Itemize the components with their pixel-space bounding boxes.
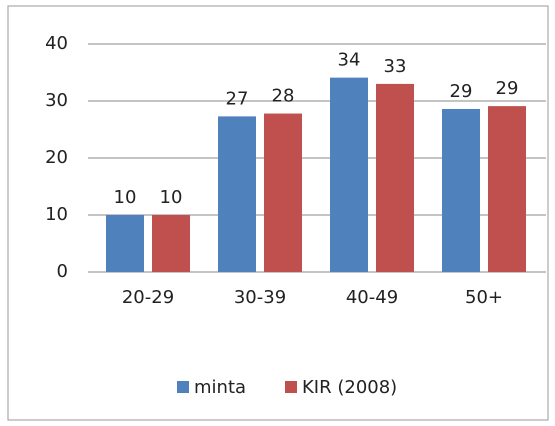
- x-tick-label: 40-49: [346, 287, 398, 308]
- x-tick-label: 20-29: [122, 287, 174, 308]
- x-tick-label: 50+: [465, 287, 503, 308]
- legend-swatch: [285, 381, 297, 393]
- value-label: 10: [114, 187, 137, 208]
- y-tick-label: 40: [45, 33, 68, 54]
- value-label: 10: [160, 187, 183, 208]
- bar: [376, 83, 414, 273]
- y-tick-label: 20: [45, 147, 68, 168]
- legend-swatch: [177, 381, 189, 393]
- value-label: 34: [338, 50, 361, 71]
- bar: [264, 113, 302, 272]
- x-tick-label: 30-39: [234, 287, 286, 308]
- bar: [488, 106, 526, 272]
- value-label: 33: [384, 56, 407, 77]
- chart-border: [7, 5, 549, 421]
- bar: [106, 215, 144, 272]
- value-label: 29: [450, 81, 473, 102]
- value-label: 27: [226, 88, 249, 109]
- bar: [218, 116, 256, 272]
- value-label: 29: [496, 78, 519, 99]
- bar: [330, 77, 368, 272]
- y-tick-label: 0: [57, 261, 68, 282]
- legend-label: KIR (2008): [302, 377, 397, 398]
- y-tick-label: 10: [45, 204, 68, 225]
- y-tick-label: 30: [45, 90, 68, 111]
- legend-label: minta: [194, 377, 246, 398]
- value-label: 28: [272, 86, 295, 107]
- bar: [152, 215, 190, 272]
- bar: [442, 108, 480, 272]
